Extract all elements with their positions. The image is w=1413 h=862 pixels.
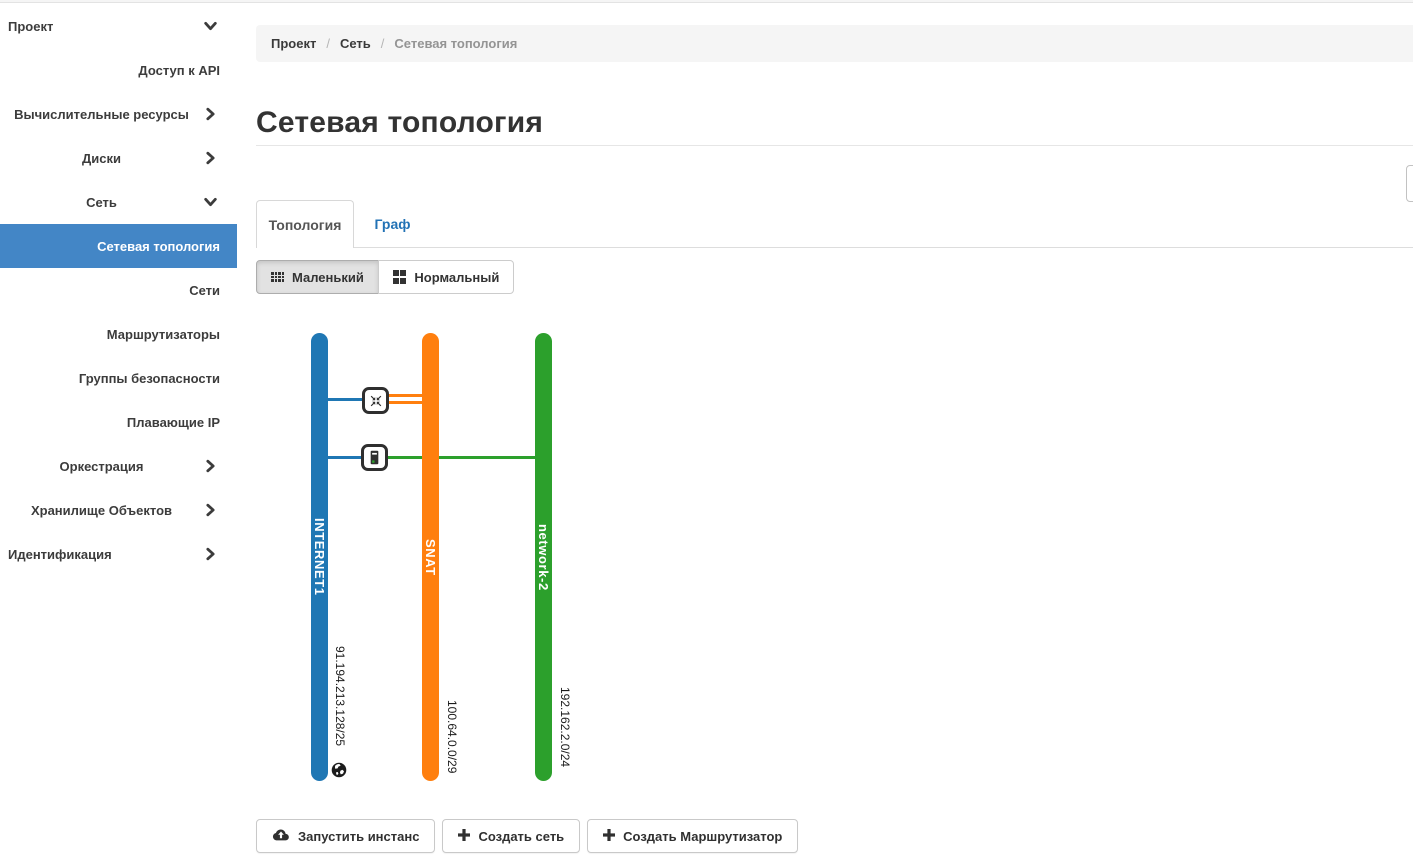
breadcrumb-item-project[interactable]: Проект <box>271 36 317 51</box>
sidebar-item-label: Вычислительные ресурсы <box>14 106 189 122</box>
sidebar-item-project[interactable]: Проект <box>0 4 237 48</box>
globe-icon <box>331 762 347 778</box>
launch-instance-button[interactable]: Запустить инстанс <box>256 819 436 853</box>
sidebar-item-label: Сети <box>189 282 220 298</box>
chevron-right-icon <box>203 107 218 122</box>
breadcrumb-item-current: Сетевая топология <box>394 36 518 51</box>
action-button-row: Запустить инстанс Создать сеть Создать М… <box>256 819 799 853</box>
chevron-right-icon <box>203 503 218 518</box>
sidebar-item-label: Идентификация <box>8 546 112 562</box>
cloud-upload-icon <box>272 828 290 844</box>
network-name-label: SNAT <box>423 538 438 576</box>
sidebar-item-label: Сетевая топология <box>97 238 220 254</box>
link-instance-internet1 <box>319 456 375 459</box>
sidebar-item-api-access[interactable]: Доступ к API <box>0 48 237 92</box>
network-name-label: network-2 <box>536 523 551 591</box>
sidebar-item-network-topology[interactable]: Сетевая топология <box>0 224 237 268</box>
title-divider <box>256 145 1413 146</box>
instance-icon[interactable] <box>361 444 388 471</box>
chevron-right-icon <box>203 151 218 166</box>
tab-topology[interactable]: Топология <box>256 200 354 248</box>
create-router-button[interactable]: Создать Маршрутизатор <box>587 819 799 853</box>
network-cidr-label: 192.162.2.0/24 <box>558 687 572 768</box>
tab-label: Граф <box>374 215 411 232</box>
sidebar: Проект Доступ к API Вычислительные ресур… <box>0 4 237 576</box>
sidebar-item-identity[interactable]: Идентификация <box>0 532 237 576</box>
router-icon[interactable] <box>362 387 389 414</box>
clipped-edge-button[interactable] <box>1406 165 1413 202</box>
sidebar-item-label: Маршрутизаторы <box>106 326 220 342</box>
breadcrumb-separator: / <box>380 36 385 51</box>
plus-icon <box>458 828 471 844</box>
network-bar-internet1[interactable]: INTERNET1 <box>311 333 328 781</box>
sidebar-item-label: Сеть <box>86 194 117 210</box>
network-cidr-label: 91.194.213.128/25 <box>333 646 347 747</box>
network-name-label: INTERNET1 <box>312 518 327 596</box>
link-router-snat-1 <box>375 394 431 397</box>
plus-icon <box>603 828 616 844</box>
breadcrumb-separator: / <box>326 36 330 51</box>
network-bar-snat[interactable]: SNAT <box>422 333 439 781</box>
link-instance-network2 <box>374 456 544 459</box>
sidebar-item-label: Диски <box>82 150 121 166</box>
action-button-label: Запустить инстанс <box>298 828 420 844</box>
sidebar-item-label: Плавающие IP <box>126 414 220 430</box>
sidebar-item-label: Проект <box>8 18 54 34</box>
link-router-snat-2 <box>375 401 431 404</box>
network-bar-network-2[interactable]: network-2 <box>535 333 552 781</box>
top-edge-divider <box>0 0 1413 3</box>
grid-small-icon <box>271 272 284 282</box>
sidebar-item-networks[interactable]: Сети <box>0 268 237 312</box>
grid-large-icon <box>392 270 407 284</box>
create-network-button[interactable]: Создать сеть <box>442 819 581 853</box>
sidebar-item-volumes[interactable]: Диски <box>0 136 237 180</box>
tab-bar-border <box>256 247 1413 248</box>
sidebar-item-orchestration[interactable]: Оркестрация <box>0 444 237 488</box>
action-button-label: Создать сеть <box>478 828 565 844</box>
sidebar-item-label: Оркестрация <box>59 458 144 474</box>
link-router-internet1 <box>319 398 375 401</box>
sidebar-item-compute[interactable]: Вычислительные ресурсы <box>0 92 237 136</box>
sidebar-item-floating-ips[interactable]: Плавающие IP <box>0 400 237 444</box>
breadcrumb: Проект / Сеть / Сетевая топология <box>256 25 1413 62</box>
size-button-label: Маленький <box>292 269 364 285</box>
tab-graph[interactable]: Граф <box>354 200 431 247</box>
sidebar-item-label: Хранилище Объектов <box>30 502 173 518</box>
action-button-label: Создать Маршрутизатор <box>623 828 783 844</box>
chevron-right-icon <box>203 547 218 562</box>
breadcrumb-item-network[interactable]: Сеть <box>339 36 371 51</box>
sidebar-item-routers[interactable]: Маршрутизаторы <box>0 312 237 356</box>
sidebar-item-label: Группы безопасности <box>78 370 220 386</box>
sidebar-item-label: Доступ к API <box>138 62 220 78</box>
chevron-down-icon <box>203 19 218 34</box>
chevron-right-icon <box>203 459 218 474</box>
chevron-down-icon <box>203 195 218 210</box>
sidebar-item-object-store[interactable]: Хранилище Объектов <box>0 488 237 532</box>
sidebar-item-security-groups[interactable]: Группы безопасности <box>0 356 237 400</box>
sidebar-item-network[interactable]: Сеть <box>0 180 237 224</box>
network-cidr-label: 100.64.0.0/29 <box>445 700 459 774</box>
tab-label: Топология <box>268 216 342 233</box>
size-normal-button[interactable]: Нормальный <box>377 260 515 294</box>
page-title: Сетевая топология <box>256 106 544 140</box>
topology-size-toggle: Маленький Нормальный <box>256 260 515 294</box>
size-button-label: Нормальный <box>414 269 500 285</box>
size-small-button[interactable]: Маленький <box>256 260 379 294</box>
